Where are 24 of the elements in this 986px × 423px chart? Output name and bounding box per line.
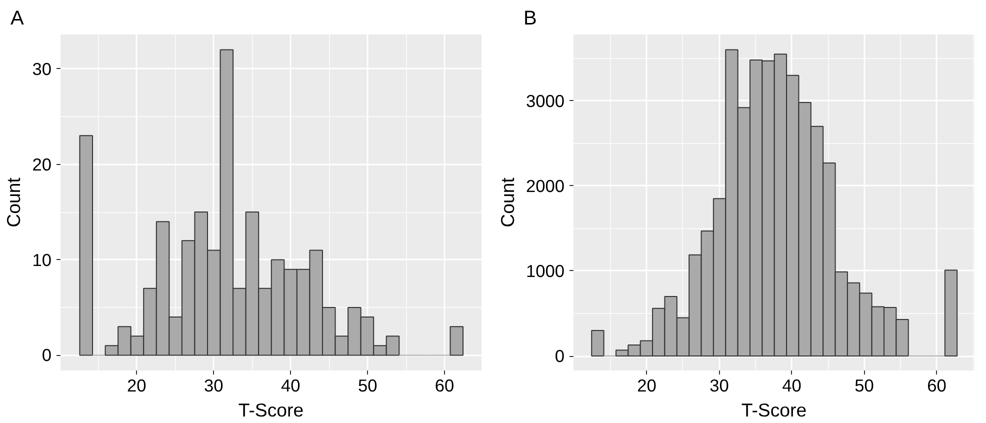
y-tick-label: 10 — [32, 250, 52, 270]
x-axis-title: T-Score — [238, 400, 304, 420]
y-tick-label: 20 — [32, 154, 52, 174]
chart-title: B — [524, 8, 537, 30]
x-tick-label: 30 — [710, 376, 729, 396]
x-tick-label: 60 — [927, 376, 946, 396]
y-tick-label: 1000 — [526, 260, 565, 281]
y-tick-label: 2000 — [526, 176, 565, 196]
y-axis-title: Count — [3, 176, 24, 228]
y-axis-title: Count — [496, 176, 518, 228]
x-tick-label: 20 — [127, 376, 146, 396]
y-tick-label: 0 — [554, 346, 565, 366]
x-axis-title: T-Score — [741, 400, 807, 420]
x-tick-label: 40 — [782, 376, 802, 396]
y-tick-label: 30 — [32, 58, 52, 79]
x-tick-label: 20 — [637, 376, 656, 396]
y-tick-label: 0 — [42, 345, 52, 366]
x-tick-label: 50 — [358, 376, 378, 396]
x-tick-label: 30 — [204, 376, 224, 396]
y-tick-label: 3000 — [526, 90, 565, 111]
x-tick-label: 60 — [434, 376, 454, 396]
x-tick-label: 40 — [280, 376, 300, 396]
x-tick-label: 50 — [854, 376, 874, 396]
chart-title: A — [10, 8, 24, 30]
